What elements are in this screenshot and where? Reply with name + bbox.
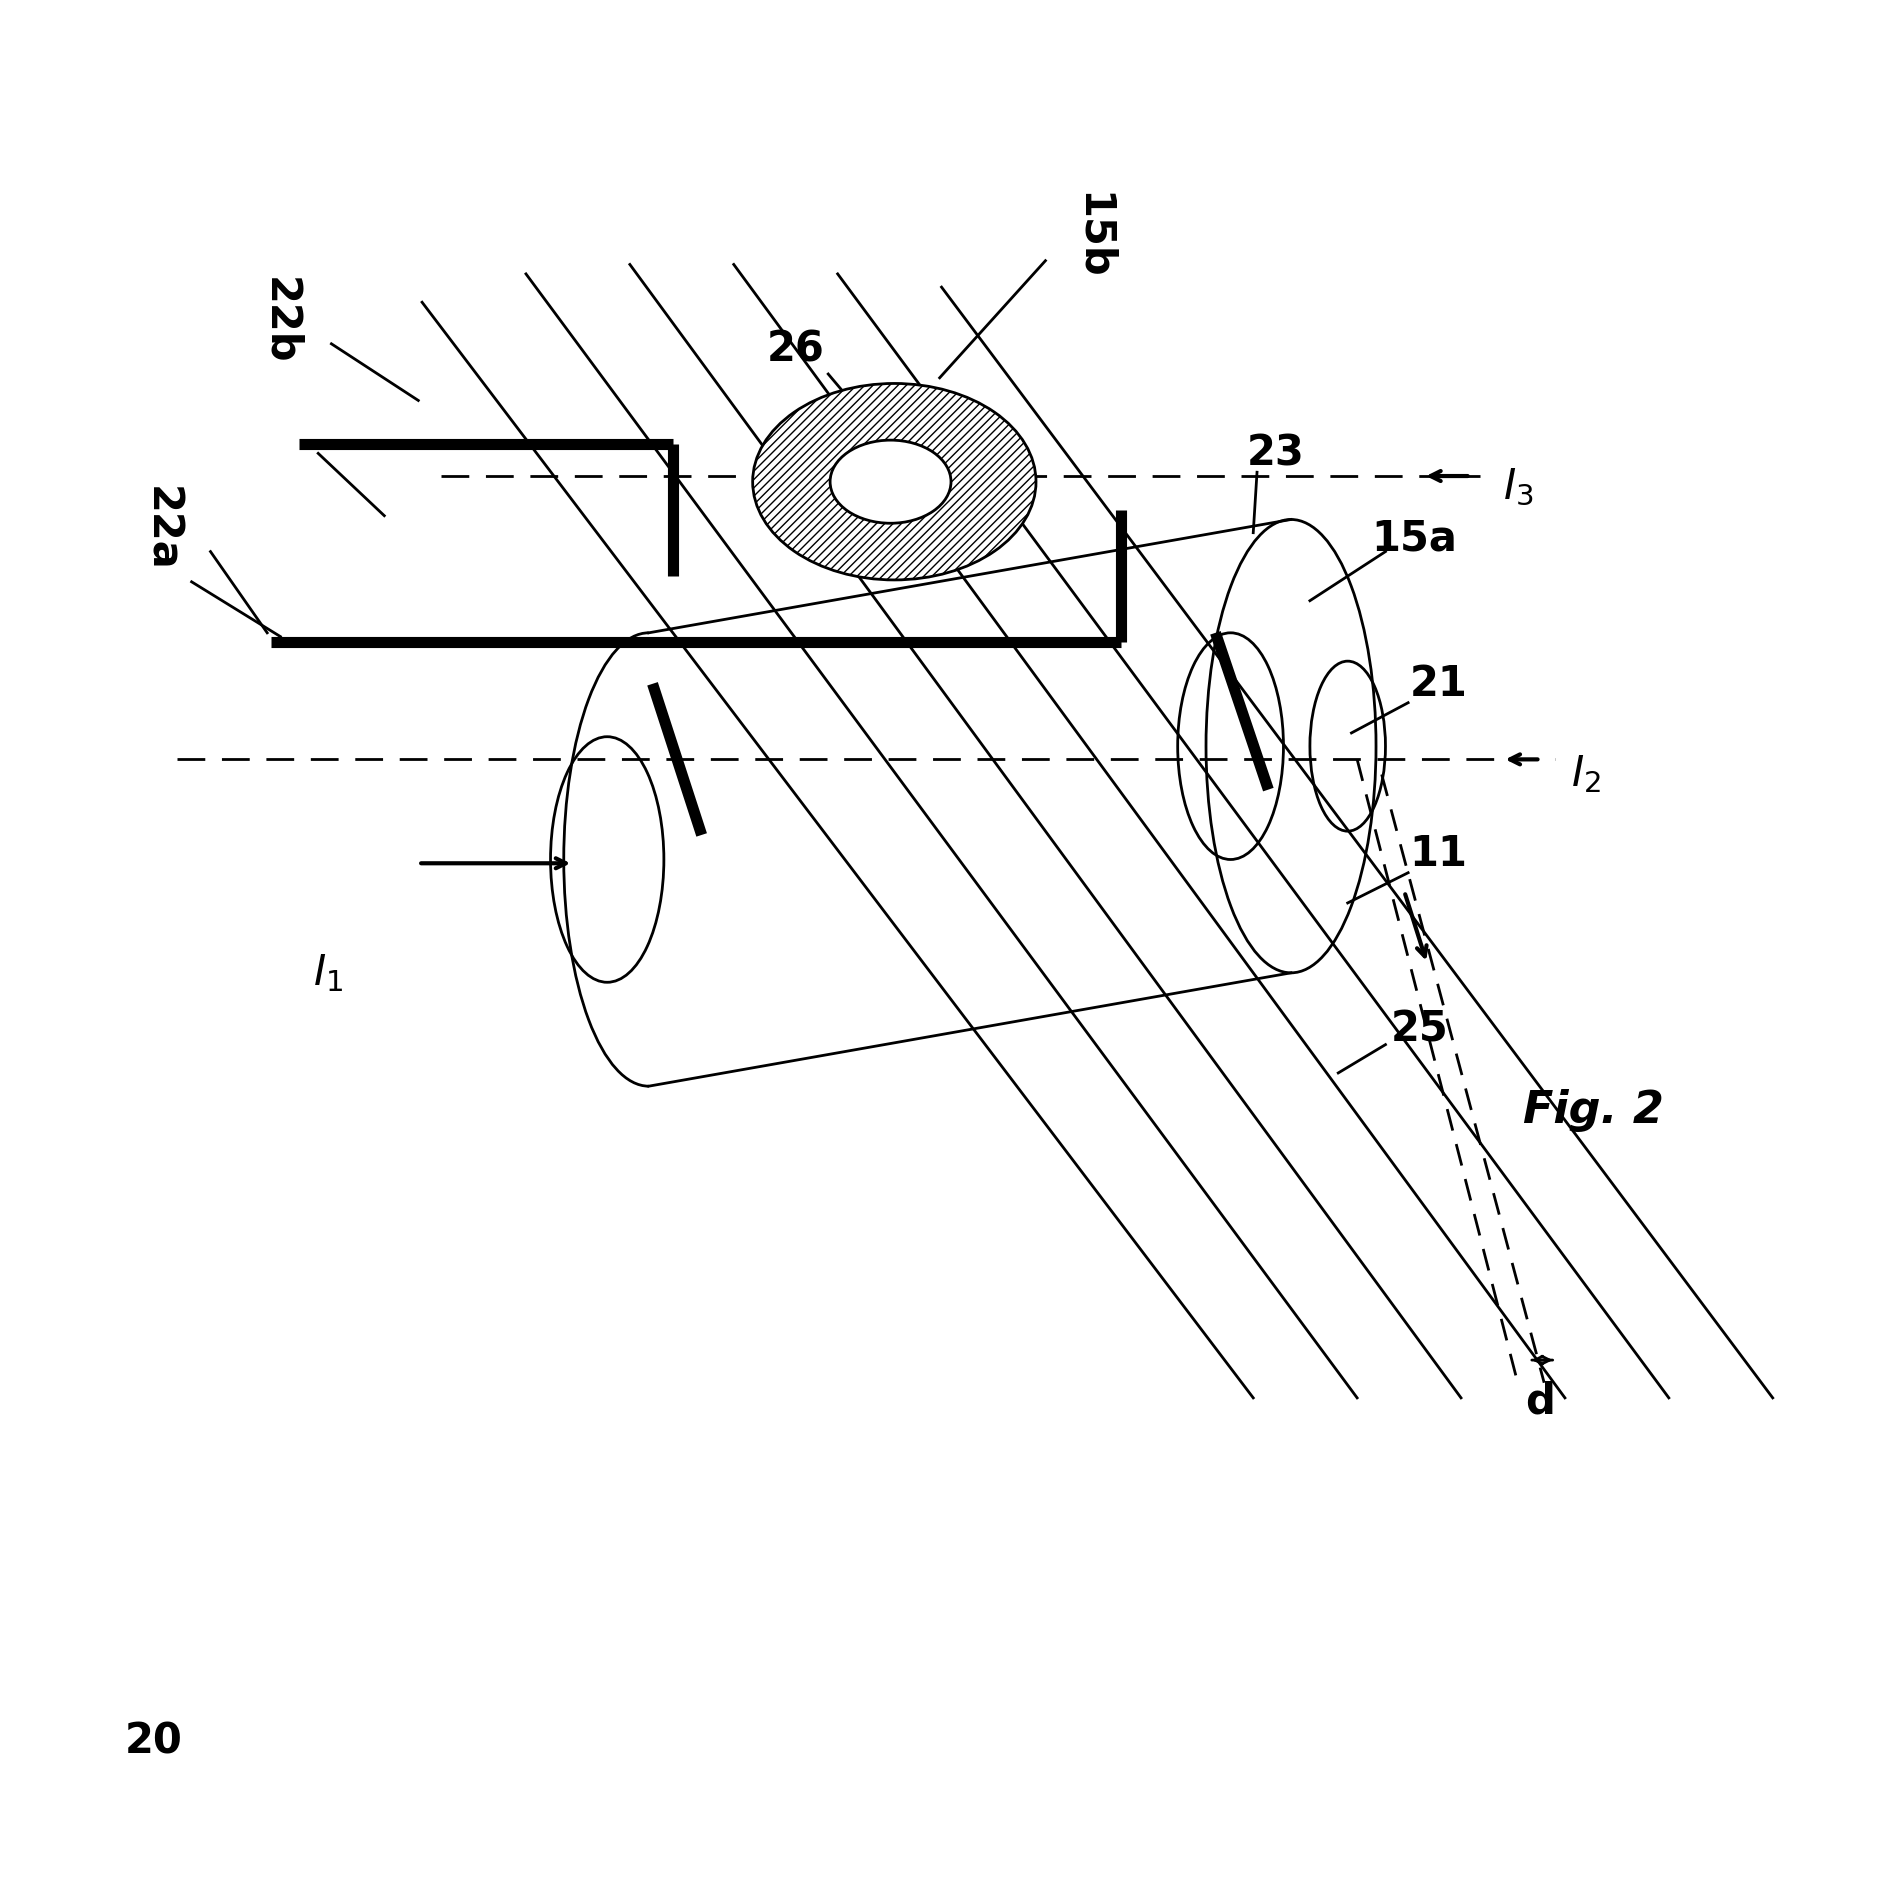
Text: $I_3$: $I_3$ — [1503, 467, 1533, 508]
Ellipse shape — [753, 383, 1037, 580]
Text: 22a: 22a — [141, 485, 183, 572]
Text: 26: 26 — [767, 329, 825, 370]
Text: 20: 20 — [126, 1721, 183, 1762]
Text: 15a: 15a — [1371, 518, 1457, 559]
Text: 11: 11 — [1409, 833, 1466, 875]
Text: 15b: 15b — [1071, 193, 1115, 280]
Text: 25: 25 — [1390, 1009, 1447, 1050]
Text: $I_2$: $I_2$ — [1571, 754, 1600, 795]
Ellipse shape — [829, 440, 951, 523]
Text: 22b: 22b — [259, 278, 301, 365]
Text: $I_1$: $I_1$ — [312, 952, 342, 994]
Text: d: d — [1525, 1381, 1556, 1422]
Text: Fig. 2: Fig. 2 — [1524, 1090, 1664, 1132]
Text: 23: 23 — [1248, 433, 1305, 474]
Text: 21: 21 — [1409, 663, 1466, 705]
